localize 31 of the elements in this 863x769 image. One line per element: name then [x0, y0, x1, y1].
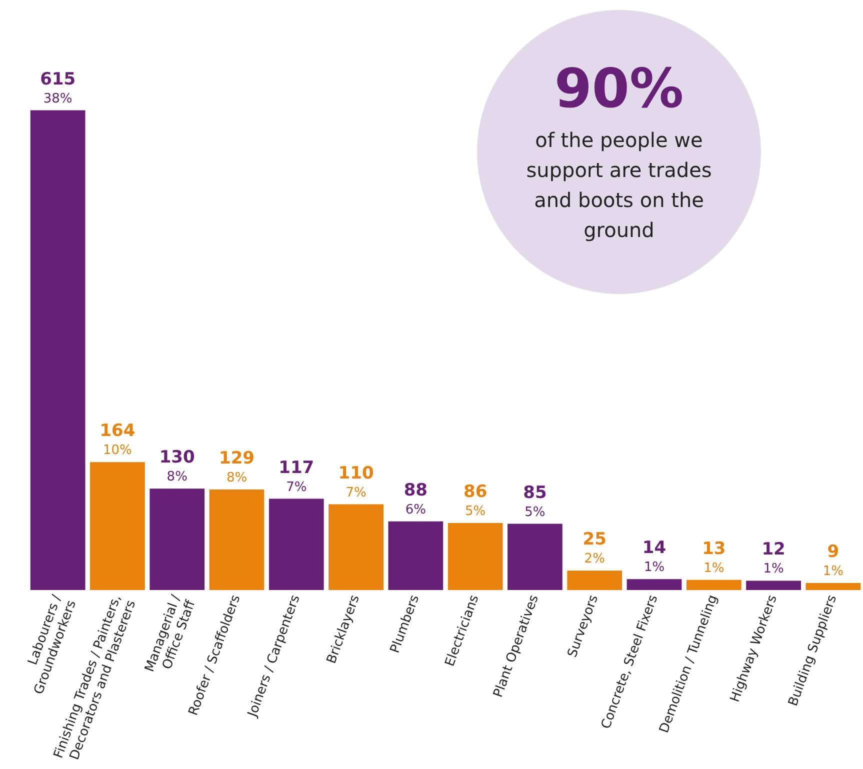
- bar: [30, 110, 86, 590]
- bar: [567, 570, 622, 590]
- bar: [268, 498, 324, 590]
- data-label: 85 5%: [523, 482, 547, 520]
- data-label: 129 8%: [219, 448, 254, 486]
- data-label: 13 1%: [702, 538, 726, 576]
- bar: [746, 580, 801, 590]
- bar: [328, 504, 384, 590]
- bar: [448, 522, 503, 590]
- data-label: 164 10%: [100, 421, 136, 458]
- circle-badge: 90% of the people we support are trades and boots on the ground: [477, 10, 761, 294]
- data-label: 12 1%: [762, 540, 786, 577]
- data-label: 14 1%: [642, 538, 666, 576]
- bar: [686, 580, 742, 590]
- data-label: 110 7%: [338, 463, 374, 500]
- data-label: 9 1%: [822, 542, 844, 580]
- bar: [209, 489, 264, 590]
- data-label: 88 6%: [404, 480, 428, 518]
- data-label: 25 2%: [582, 530, 606, 567]
- data-label: 130 8%: [159, 448, 196, 485]
- annotation: 90%: [554, 57, 684, 120]
- bar: [806, 583, 861, 590]
- data-label: 86 5%: [463, 482, 488, 519]
- bar: [90, 462, 145, 590]
- bar: [388, 521, 444, 590]
- bar: [150, 488, 205, 590]
- data-label: 117 7%: [278, 458, 314, 495]
- bar: [626, 579, 682, 590]
- annotation: of the people we support are trades and boots on the ground: [525, 127, 713, 244]
- bar: [508, 524, 562, 590]
- data-label: 615 38%: [40, 69, 76, 106]
